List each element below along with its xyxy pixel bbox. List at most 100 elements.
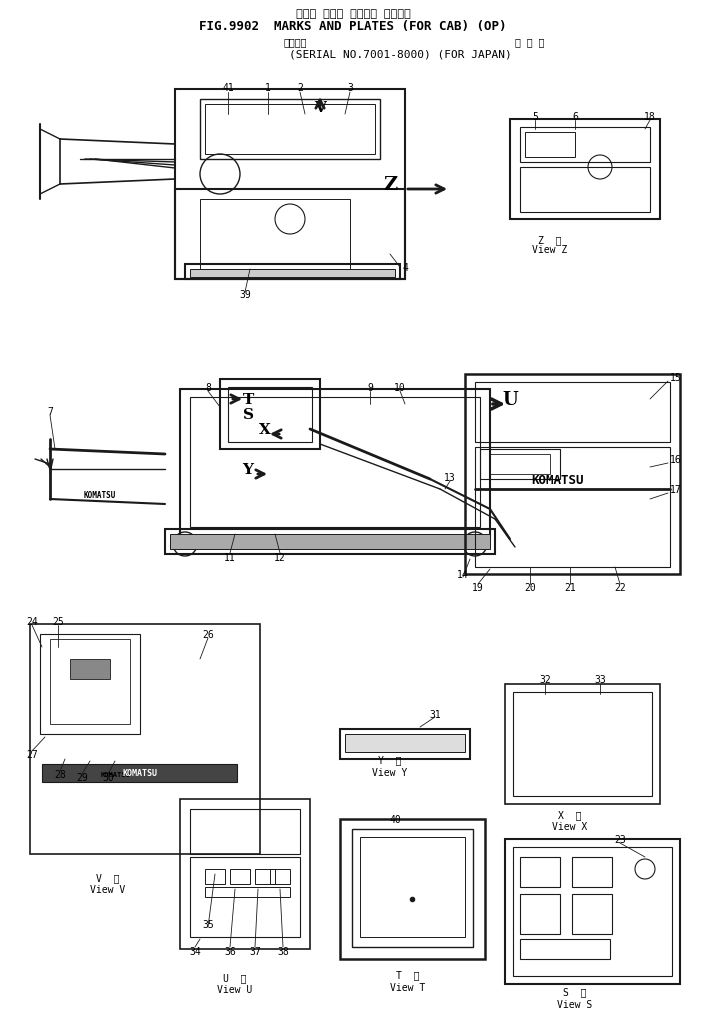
Bar xyxy=(465,375,680,575)
Bar xyxy=(340,819,485,959)
Bar xyxy=(205,869,225,884)
Bar xyxy=(200,200,350,270)
Bar xyxy=(42,764,237,783)
Text: View X: View X xyxy=(552,821,588,832)
Bar xyxy=(190,270,395,278)
Text: 36: 36 xyxy=(224,946,236,956)
Text: View S: View S xyxy=(557,999,592,1009)
Bar xyxy=(70,659,110,680)
Bar xyxy=(505,840,680,984)
Text: 1: 1 xyxy=(265,83,271,93)
Text: 35: 35 xyxy=(202,919,214,929)
Text: 29: 29 xyxy=(76,772,88,783)
Text: マーク および プレート キャブ用: マーク および プレート キャブ用 xyxy=(296,9,410,19)
Text: Z  視: Z 視 xyxy=(538,234,562,245)
Text: View V: View V xyxy=(90,884,126,894)
Bar xyxy=(505,685,660,804)
Text: 37: 37 xyxy=(249,946,261,956)
Text: S  視: S 視 xyxy=(563,986,587,996)
Text: 41: 41 xyxy=(222,83,234,93)
Text: View T: View T xyxy=(390,982,426,993)
Bar xyxy=(205,105,375,155)
Bar xyxy=(228,387,312,442)
Text: 31: 31 xyxy=(429,709,441,719)
Text: T  視: T 視 xyxy=(396,969,420,979)
Text: 4: 4 xyxy=(402,263,408,273)
Text: X  視: X 視 xyxy=(559,809,582,819)
Text: S: S xyxy=(243,408,254,422)
Text: 26: 26 xyxy=(202,630,214,639)
Text: KOMATSU: KOMATSU xyxy=(100,771,130,777)
Text: 34: 34 xyxy=(189,946,201,956)
Bar xyxy=(360,838,465,937)
Bar xyxy=(30,625,260,854)
Text: (SERIAL NO.7001-8000) (FOR JAPAN): (SERIAL NO.7001-8000) (FOR JAPAN) xyxy=(288,49,511,59)
Text: X: X xyxy=(259,423,271,436)
Bar xyxy=(525,132,575,158)
Text: 17: 17 xyxy=(670,484,682,494)
Text: 28: 28 xyxy=(54,769,66,780)
Bar xyxy=(513,847,672,976)
Text: 10: 10 xyxy=(394,382,406,392)
Bar xyxy=(180,799,310,949)
Bar xyxy=(520,857,560,888)
Text: 33: 33 xyxy=(594,675,606,685)
Bar xyxy=(200,100,380,160)
Bar xyxy=(190,397,480,528)
Bar xyxy=(572,894,612,934)
Text: 18: 18 xyxy=(644,112,656,122)
Text: 20: 20 xyxy=(524,583,536,592)
Text: 16: 16 xyxy=(670,454,682,465)
Text: 7: 7 xyxy=(47,407,53,417)
Text: KOMATSU: KOMATSU xyxy=(84,490,116,499)
Bar xyxy=(170,535,490,549)
Bar xyxy=(345,735,465,752)
Text: 38: 38 xyxy=(277,946,289,956)
Text: 22: 22 xyxy=(614,583,626,592)
Bar xyxy=(175,90,405,280)
Text: 19: 19 xyxy=(472,583,484,592)
Text: 6: 6 xyxy=(572,112,578,122)
Text: 24: 24 xyxy=(26,616,38,627)
Text: 3: 3 xyxy=(347,83,353,93)
Text: 国 内 向: 国 内 向 xyxy=(515,37,544,47)
Text: KOMATSU: KOMATSU xyxy=(122,768,158,777)
Bar xyxy=(180,389,490,539)
Bar xyxy=(50,639,130,725)
Text: 40: 40 xyxy=(389,814,401,824)
Text: KOMATSU: KOMATSU xyxy=(532,473,584,486)
Text: 12: 12 xyxy=(274,552,286,562)
Bar xyxy=(352,829,473,947)
Bar xyxy=(270,869,290,884)
Text: 13: 13 xyxy=(444,473,456,483)
Bar xyxy=(230,869,250,884)
Bar xyxy=(255,869,275,884)
Text: View Z: View Z xyxy=(532,245,568,255)
Text: View Y: View Y xyxy=(373,767,408,777)
Text: 適用号機: 適用号機 xyxy=(284,37,307,47)
Text: 14: 14 xyxy=(457,570,469,580)
Text: Z: Z xyxy=(383,176,397,194)
Bar xyxy=(185,265,400,280)
Bar xyxy=(190,857,300,937)
Text: 21: 21 xyxy=(564,583,576,592)
Text: 32: 32 xyxy=(539,675,551,685)
Text: Y: Y xyxy=(243,463,254,477)
Bar xyxy=(490,454,550,475)
Text: 23: 23 xyxy=(614,835,626,844)
Bar xyxy=(520,894,560,934)
Bar xyxy=(165,530,495,554)
Bar xyxy=(340,730,470,759)
Bar xyxy=(175,190,405,280)
Bar xyxy=(475,382,670,442)
Bar xyxy=(520,940,610,959)
Bar xyxy=(572,857,612,888)
Text: FIG.9902  MARKS AND PLATES (FOR CAB) (OP): FIG.9902 MARKS AND PLATES (FOR CAB) (OP) xyxy=(199,19,507,33)
Text: 5: 5 xyxy=(532,112,538,122)
Text: 15: 15 xyxy=(670,373,682,382)
Bar xyxy=(520,168,650,213)
Text: 11: 11 xyxy=(224,552,236,562)
Text: T: T xyxy=(243,392,254,407)
Bar xyxy=(220,380,320,449)
Text: 9: 9 xyxy=(367,382,373,392)
